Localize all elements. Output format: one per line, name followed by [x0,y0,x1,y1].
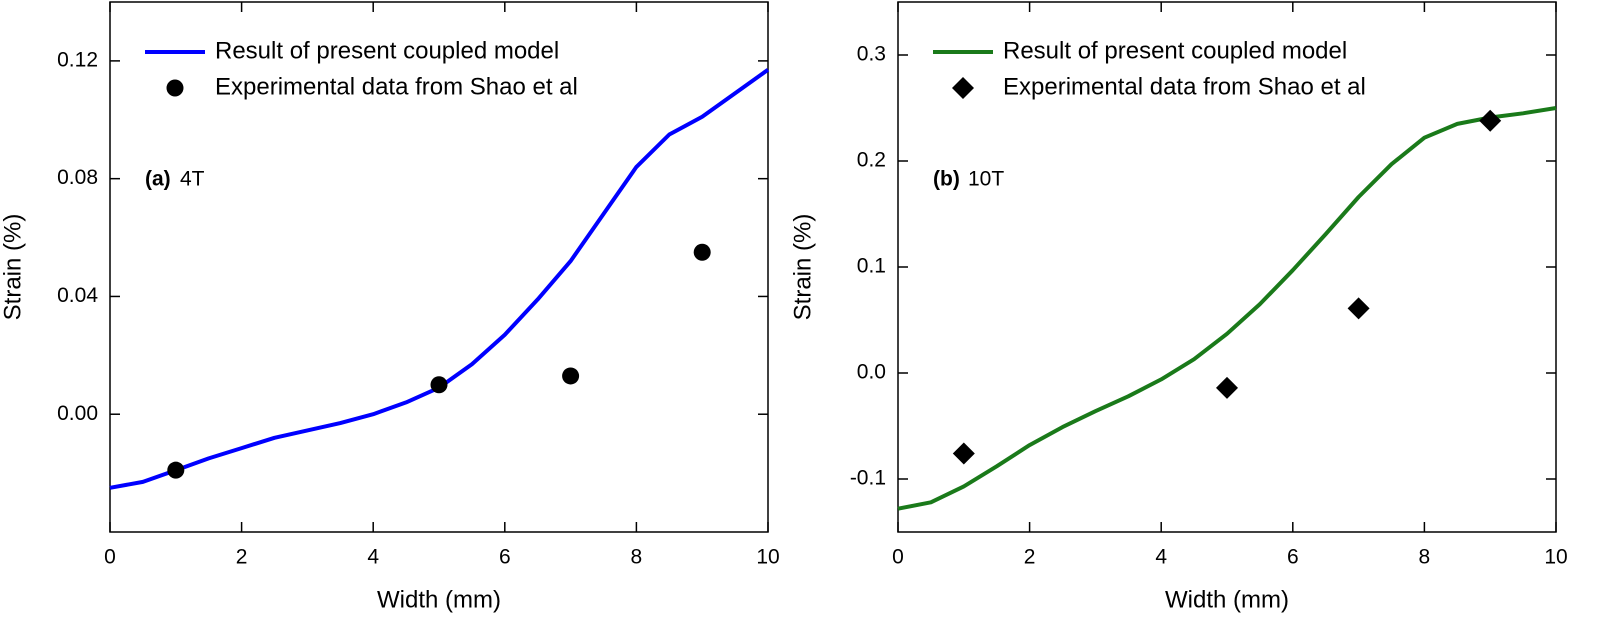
y-axis-title: Strain (%) [789,214,816,321]
legend-text: Experimental data from Shao et al [1003,73,1366,100]
y-tick-label: 0.00 [57,402,98,425]
x-axis-title: Width (mm) [1165,586,1289,613]
x-tick-label: 8 [1419,546,1431,569]
x-tick-label: 0 [104,546,116,569]
data-line [109,68,770,490]
x-tick-label: 4 [367,546,379,569]
y-tick-label: 0.04 [57,284,98,307]
y-tick-label: 0.3 [857,43,886,66]
y-tick-label: -0.1 [850,467,886,490]
data-line [897,106,1557,511]
data-point [167,461,185,479]
legend-text: Result of present coupled model [215,37,559,64]
data-point [1347,297,1370,320]
x-tick-label: 6 [499,546,511,569]
data-point [1479,109,1502,132]
data-point [562,367,580,385]
x-tick-label: 8 [631,546,643,569]
panel-annotation: 4T [180,168,205,191]
plot-frame [109,1,769,533]
data-point [693,243,711,261]
y-axis-title: Strain (%) [0,214,26,321]
y-tick-label: 0.1 [857,255,886,278]
y-tick-label: 0.2 [857,149,886,172]
y-tick-label: 0.08 [57,166,98,189]
data-point [952,442,975,465]
panel-label: (a) [145,168,171,191]
data-point [1216,376,1238,399]
x-tick-label: 2 [1024,546,1036,569]
data-point [430,376,448,394]
legend-text: Experimental data from Shao et al [215,73,578,100]
x-tick-label: 0 [892,546,904,569]
legend-marker [952,77,974,99]
legend-text: Result of present coupled model [1003,37,1347,64]
x-tick-label: 2 [236,546,248,569]
y-tick-label: 0.12 [57,48,98,71]
y-tick-label: 0.0 [857,361,886,384]
x-tick-label: 4 [1155,546,1167,569]
panel-label: (b) [933,168,960,191]
panel-annotation: 10T [968,168,1004,191]
x-tick-label: 6 [1287,546,1299,569]
x-axis-title: Width (mm) [377,586,501,613]
x-tick-label: 10 [1544,546,1567,569]
legend-marker [166,79,184,97]
x-tick-label: 10 [756,546,779,569]
